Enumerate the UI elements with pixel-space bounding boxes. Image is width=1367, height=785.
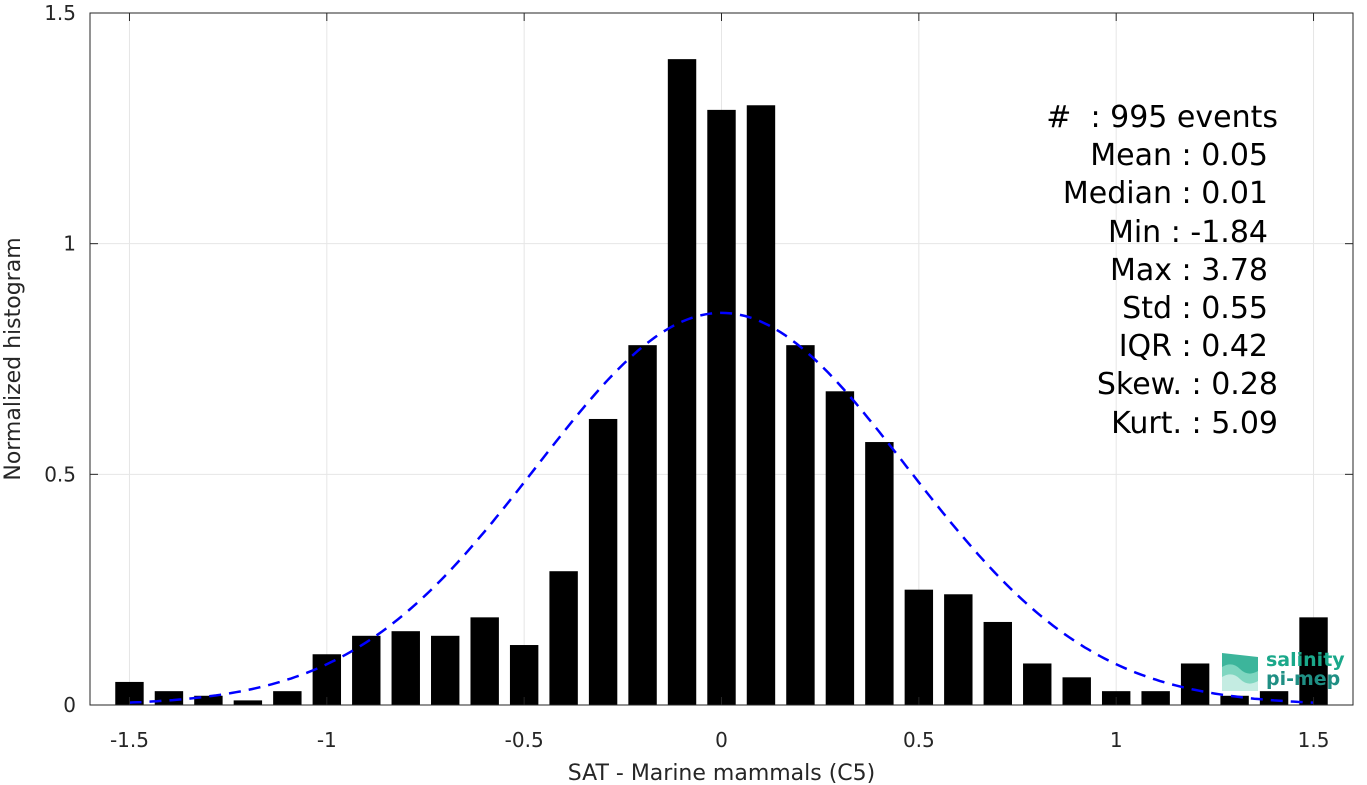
histogram-bar — [470, 617, 499, 705]
histogram-bar — [549, 571, 578, 705]
histogram-bar — [865, 442, 894, 705]
x-tick-label: -1 — [317, 728, 337, 752]
histogram-bar — [233, 700, 263, 705]
axis-ticks: -1.5 -1 -0.5 0 0.5 1 1.5 0 0.5 1 1.5 — [44, 1, 1353, 752]
stat-value: : -1.84 — [1170, 214, 1268, 250]
stat-line: Std : 0.55 — [900, 291, 1268, 326]
stat-label: # — [1046, 100, 1091, 135]
y-tick-label: 1.5 — [44, 1, 76, 25]
histogram-bar — [431, 635, 460, 705]
histogram-bar — [1220, 695, 1249, 705]
histogram-bar — [273, 691, 302, 705]
histogram-bar — [1023, 663, 1052, 705]
histogram-bar — [667, 59, 697, 705]
y-axis-label: Normalized histogram — [1, 237, 26, 480]
stat-line: Kurt. : 5.09 — [900, 406, 1278, 441]
y-tick-label: 0 — [63, 693, 76, 717]
x-tick-label: 0.5 — [903, 728, 935, 752]
stat-line: Min : -1.84 — [900, 215, 1268, 250]
histogram-bar — [1180, 663, 1210, 705]
histogram-bar — [983, 621, 1012, 705]
stat-label: Min — [1107, 214, 1171, 250]
stat-label: IQR — [1118, 329, 1182, 365]
logo-line-1: salinity — [1266, 649, 1345, 671]
stat-label: Kurt. — [1111, 405, 1192, 441]
histogram-bar — [352, 635, 381, 705]
histogram-bar — [588, 418, 618, 705]
histogram-bar — [707, 109, 736, 705]
y-tick-label: 0.5 — [44, 462, 76, 486]
histogram-bar — [1062, 677, 1091, 705]
stat-value: : 0.28 — [1191, 367, 1278, 403]
histogram-bar — [746, 105, 776, 706]
histogram-bar — [509, 645, 539, 705]
x-tick-label: 1.5 — [1298, 728, 1330, 752]
histogram-bar — [154, 691, 184, 705]
stat-line: Max : 3.78 — [900, 253, 1268, 288]
histogram-bar — [1299, 617, 1328, 705]
x-tick-label: -1.5 — [110, 728, 149, 752]
y-tick-label: 1 — [63, 232, 76, 256]
histogram-bar — [312, 654, 342, 705]
histogram-bar — [194, 695, 223, 705]
stat-label: Skew. — [1096, 367, 1192, 403]
stat-line: IQR : 0.42 — [900, 329, 1268, 364]
stat-value: : 3.78 — [1181, 252, 1268, 288]
x-tick-label: -0.5 — [505, 728, 544, 752]
histogram-bar — [391, 631, 420, 705]
histogram-bar — [115, 681, 144, 705]
stat-value: : 995 events — [1090, 100, 1278, 135]
x-tick-label: 0 — [715, 728, 728, 752]
stat-value: : 0.55 — [1181, 291, 1268, 326]
x-tick-label: 1 — [1110, 728, 1123, 752]
stat-line: Skew. : 0.28 — [900, 367, 1278, 402]
histogram-bars — [115, 59, 1328, 706]
histogram-bar — [944, 594, 973, 705]
stat-line: # : 995 events — [900, 100, 1278, 135]
stat-line: Mean : 0.05 — [900, 138, 1268, 173]
wave-logo-icon — [1222, 653, 1258, 691]
x-axis-label: SAT - Marine mammals (C5) — [568, 761, 876, 785]
normal-fit-curve — [129, 311, 1314, 704]
histogram-bar — [1141, 691, 1170, 705]
histogram-bar — [904, 589, 934, 705]
histogram-bar — [825, 391, 855, 705]
histogram-bar — [786, 345, 815, 705]
stat-label: Mean — [1090, 138, 1182, 174]
stat-label: Median — [1062, 176, 1182, 212]
stat-value: : 0.05 — [1181, 138, 1268, 174]
histogram-bar — [628, 345, 657, 705]
stat-value: : 5.09 — [1191, 405, 1278, 441]
logo-line-2: pi-mep — [1266, 668, 1341, 690]
salinity-pimep-logo: salinity pi-mep — [1218, 645, 1348, 695]
stat-label: Std — [1122, 291, 1182, 326]
stat-value: : 0.42 — [1181, 329, 1268, 365]
stat-value: : 0.01 — [1181, 176, 1268, 212]
stat-label: Max — [1109, 252, 1182, 288]
stat-line: Median : 0.01 — [900, 176, 1268, 211]
